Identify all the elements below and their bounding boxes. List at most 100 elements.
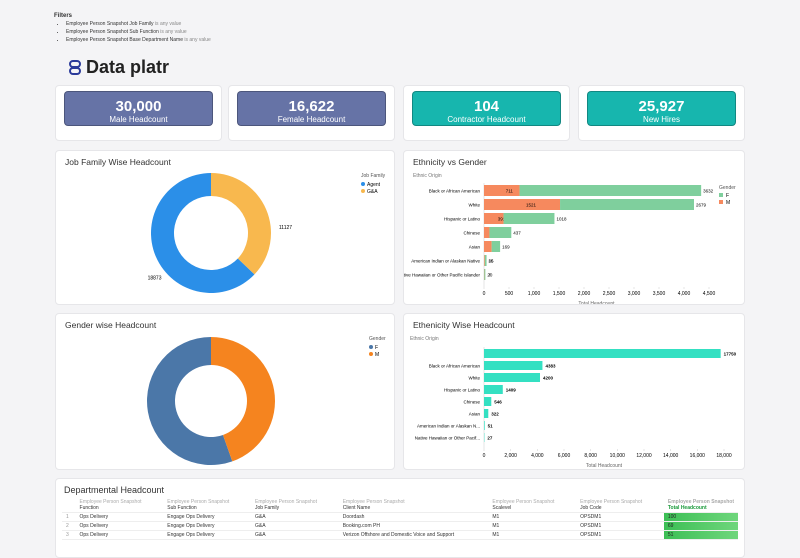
table-cell: Booking.com PH — [339, 522, 489, 531]
value-label: 546 — [494, 400, 502, 405]
value-label: 1409 — [506, 388, 517, 393]
x-tick-label: 2,000 — [504, 453, 517, 459]
x-tick-label: 3,500 — [653, 291, 666, 297]
legend-swatch — [719, 200, 723, 204]
table-cell: Ops Delivery — [76, 513, 164, 522]
x-axis-label: Total Headcount — [578, 301, 615, 305]
table-cell: OPSDM1 — [576, 513, 664, 522]
category-label: Chinese — [463, 231, 480, 236]
legend-label: F — [375, 345, 378, 351]
x-tick-label: 1,500 — [553, 291, 566, 297]
value-label: 2679 — [696, 203, 707, 208]
table-cell: M1 — [488, 531, 576, 540]
x-tick-label: 3,000 — [628, 291, 641, 297]
x-axis-label: Total Headcount — [586, 463, 623, 469]
chart-title: Job Family Wise Headcount — [65, 157, 171, 167]
bar-segment — [484, 227, 489, 238]
category-label: American Indian or Alaskan N... — [417, 424, 480, 429]
x-tick-label: 2,500 — [603, 291, 616, 297]
table-cell: Engage Ops Delivery — [163, 513, 251, 522]
column-name: Function — [80, 505, 99, 511]
category-label: Hispanic or Latino — [444, 217, 481, 222]
bar — [484, 421, 485, 430]
table-cell: M1 — [488, 522, 576, 531]
logo-icon — [68, 60, 82, 76]
category-label: Hispanic or Latino — [444, 388, 481, 393]
filter-field: Employee Person Snapshot Sub Function — [66, 29, 159, 35]
table-title: Departmental Headcount — [56, 479, 744, 498]
legend-swatch — [369, 352, 373, 356]
table-cell: G&A — [251, 513, 339, 522]
x-tick-label: 0 — [483, 453, 486, 459]
table-cell: OPSDM1 — [576, 531, 664, 540]
table-card: Departmental Headcount Employee Person S… — [55, 478, 745, 558]
legend-label: Agent — [367, 182, 381, 188]
x-tick-label: 8,000 — [584, 453, 597, 459]
kpi-value: 30,000 — [65, 98, 212, 115]
bar-segment — [485, 255, 487, 266]
filter-condition: is any value — [160, 29, 186, 35]
legend-label: G&A — [367, 189, 378, 195]
table-cell: Ops Delivery — [76, 522, 164, 531]
value-label: 4200 — [543, 376, 554, 381]
bar-segment — [484, 185, 520, 196]
category-label: Native Hawaiian or Other Pacif... — [415, 436, 480, 441]
filter-field: Employee Person Snapshot Base Department… — [66, 37, 183, 43]
filter-condition: is any value — [184, 37, 210, 43]
filters: Filters Employee Person Snapshot Job Fam… — [54, 12, 211, 44]
bar-segment — [504, 213, 555, 224]
value-label: 11127 — [279, 225, 292, 231]
column-name: Total Headcount — [668, 505, 707, 511]
legend-swatch — [361, 189, 365, 193]
value-label: 711 — [506, 189, 514, 194]
legend-title: Job Family — [361, 173, 386, 179]
value-label: 17750 — [724, 352, 737, 357]
kpi-label: New Hires — [588, 115, 735, 124]
category-label: White — [468, 203, 480, 208]
category-label: Native Hawaiian or Other Pacific Islande… — [403, 273, 480, 278]
chart-title: Ethnicity vs Gender — [413, 157, 487, 167]
x-tick-label: 2,000 — [578, 291, 591, 297]
table-cell: Engage Ops Delivery — [163, 522, 251, 531]
x-tick-label: 10,000 — [610, 453, 626, 459]
column-name: Job Code — [580, 505, 601, 511]
chart-subtitle: Ethnic Origin — [410, 336, 439, 342]
x-tick-label: 0 — [483, 291, 486, 297]
value-label: 27 — [487, 436, 493, 441]
x-tick-label: 500 — [505, 291, 514, 297]
category-label: Asian — [469, 245, 481, 250]
kpi-label: Female Headcount — [238, 115, 385, 124]
bar — [484, 373, 540, 382]
x-tick-label: 18,000 — [716, 453, 732, 459]
category-label: Chinese — [463, 400, 480, 405]
bar-segment — [484, 241, 492, 252]
x-tick-label: 4,500 — [703, 291, 716, 297]
filter-item: Employee Person Snapshot Job Family is a… — [66, 20, 211, 28]
donut-segment — [211, 173, 271, 274]
bar-segment — [484, 199, 560, 210]
legend-swatch — [361, 182, 365, 186]
legend-label: F — [726, 193, 729, 199]
kpi-value: 16,622 — [238, 98, 385, 115]
x-tick-label: 4,000 — [531, 453, 544, 459]
x-tick-label: 6,000 — [558, 453, 571, 459]
bar — [484, 385, 503, 394]
table-cell: 2 — [62, 522, 76, 531]
